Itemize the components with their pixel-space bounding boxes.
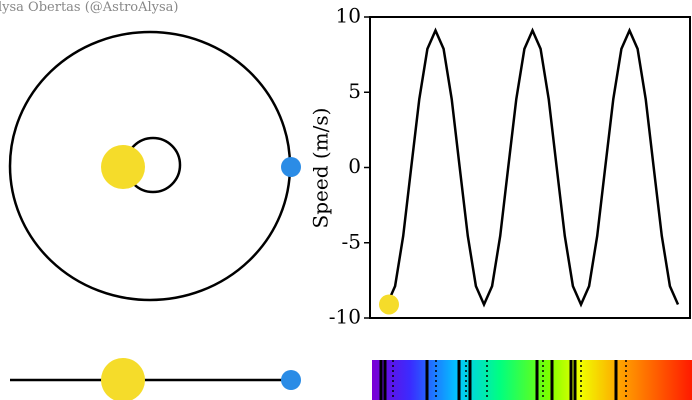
y-tick-label: -10 [329,305,361,329]
rest-lines [392,360,627,400]
spectrum [372,360,692,400]
spectrum-band [372,360,692,400]
y-axis-label: Speed (m/s) [309,108,333,229]
credit: lysa Obertas (@AstroAlysa) [0,0,179,15]
y-tick-label: 10 [336,4,361,28]
y-tick-label: 5 [348,79,361,103]
planet-orbit [8,30,292,302]
current-speed-marker [379,294,399,315]
y-tick-label: 0 [348,154,361,178]
star [101,145,145,189]
star-edge-on [101,358,145,400]
planet-edge-on [281,370,301,390]
orbit-view [8,30,292,302]
speed-line [385,27,680,308]
plot-frame [369,16,691,319]
y-tick-label: -5 [342,229,361,253]
absorption-lines [379,360,618,400]
planet [281,157,301,177]
